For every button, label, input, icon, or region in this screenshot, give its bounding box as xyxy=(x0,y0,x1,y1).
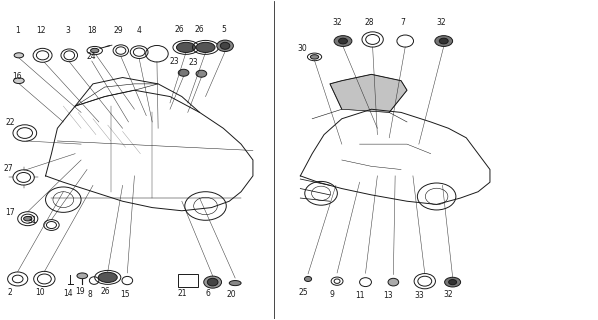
Text: 4: 4 xyxy=(137,26,142,35)
Ellipse shape xyxy=(304,276,312,282)
Circle shape xyxy=(176,42,196,52)
Text: 22: 22 xyxy=(5,118,15,127)
Text: 13: 13 xyxy=(383,291,393,300)
Ellipse shape xyxy=(448,280,457,285)
Polygon shape xyxy=(330,74,407,112)
Text: 17: 17 xyxy=(5,208,15,217)
Ellipse shape xyxy=(178,69,189,76)
Text: 25: 25 xyxy=(298,288,308,297)
Text: 31: 31 xyxy=(27,216,36,225)
Ellipse shape xyxy=(229,281,241,286)
Text: 16: 16 xyxy=(13,72,22,81)
Text: 26: 26 xyxy=(174,25,184,34)
Text: 19: 19 xyxy=(75,287,85,296)
Text: 11: 11 xyxy=(355,291,364,300)
Ellipse shape xyxy=(208,278,218,286)
Text: 3: 3 xyxy=(66,26,71,35)
Text: 27: 27 xyxy=(4,164,13,173)
Circle shape xyxy=(23,216,32,221)
Text: 23: 23 xyxy=(170,57,179,66)
Ellipse shape xyxy=(338,38,347,44)
Text: 14: 14 xyxy=(63,289,73,298)
Text: 10: 10 xyxy=(35,288,44,298)
Ellipse shape xyxy=(196,70,207,77)
Circle shape xyxy=(196,42,215,52)
Text: 32: 32 xyxy=(444,290,453,299)
Ellipse shape xyxy=(435,36,453,46)
Text: 26: 26 xyxy=(195,25,205,34)
Text: 7: 7 xyxy=(401,19,405,28)
Ellipse shape xyxy=(220,42,230,49)
Text: 6: 6 xyxy=(206,289,210,298)
Text: 30: 30 xyxy=(297,44,307,53)
Text: 32: 32 xyxy=(333,19,343,28)
Text: 23: 23 xyxy=(189,58,199,67)
Text: 32: 32 xyxy=(437,19,446,28)
Text: 20: 20 xyxy=(226,290,236,299)
Ellipse shape xyxy=(445,277,460,287)
Text: 12: 12 xyxy=(36,26,45,35)
Text: 28: 28 xyxy=(364,19,374,28)
Circle shape xyxy=(90,48,99,53)
Ellipse shape xyxy=(388,278,399,286)
Text: 1: 1 xyxy=(15,26,20,35)
Text: 29: 29 xyxy=(114,26,123,35)
Text: 8: 8 xyxy=(87,290,91,299)
Text: 21: 21 xyxy=(178,289,187,298)
Text: 15: 15 xyxy=(120,290,130,299)
Circle shape xyxy=(310,55,319,59)
Ellipse shape xyxy=(204,276,221,288)
Text: 5: 5 xyxy=(221,25,225,34)
Text: 9: 9 xyxy=(329,290,334,299)
Circle shape xyxy=(14,53,23,58)
Text: 2: 2 xyxy=(8,288,13,298)
Circle shape xyxy=(98,272,117,283)
Text: 26: 26 xyxy=(100,287,109,296)
Text: 18: 18 xyxy=(87,26,96,35)
Text: 24: 24 xyxy=(87,52,96,61)
Circle shape xyxy=(14,78,24,84)
Ellipse shape xyxy=(440,38,448,44)
Circle shape xyxy=(77,273,88,279)
Text: 33: 33 xyxy=(414,291,424,300)
Ellipse shape xyxy=(217,40,233,52)
Ellipse shape xyxy=(334,36,352,46)
Bar xyxy=(178,274,199,287)
